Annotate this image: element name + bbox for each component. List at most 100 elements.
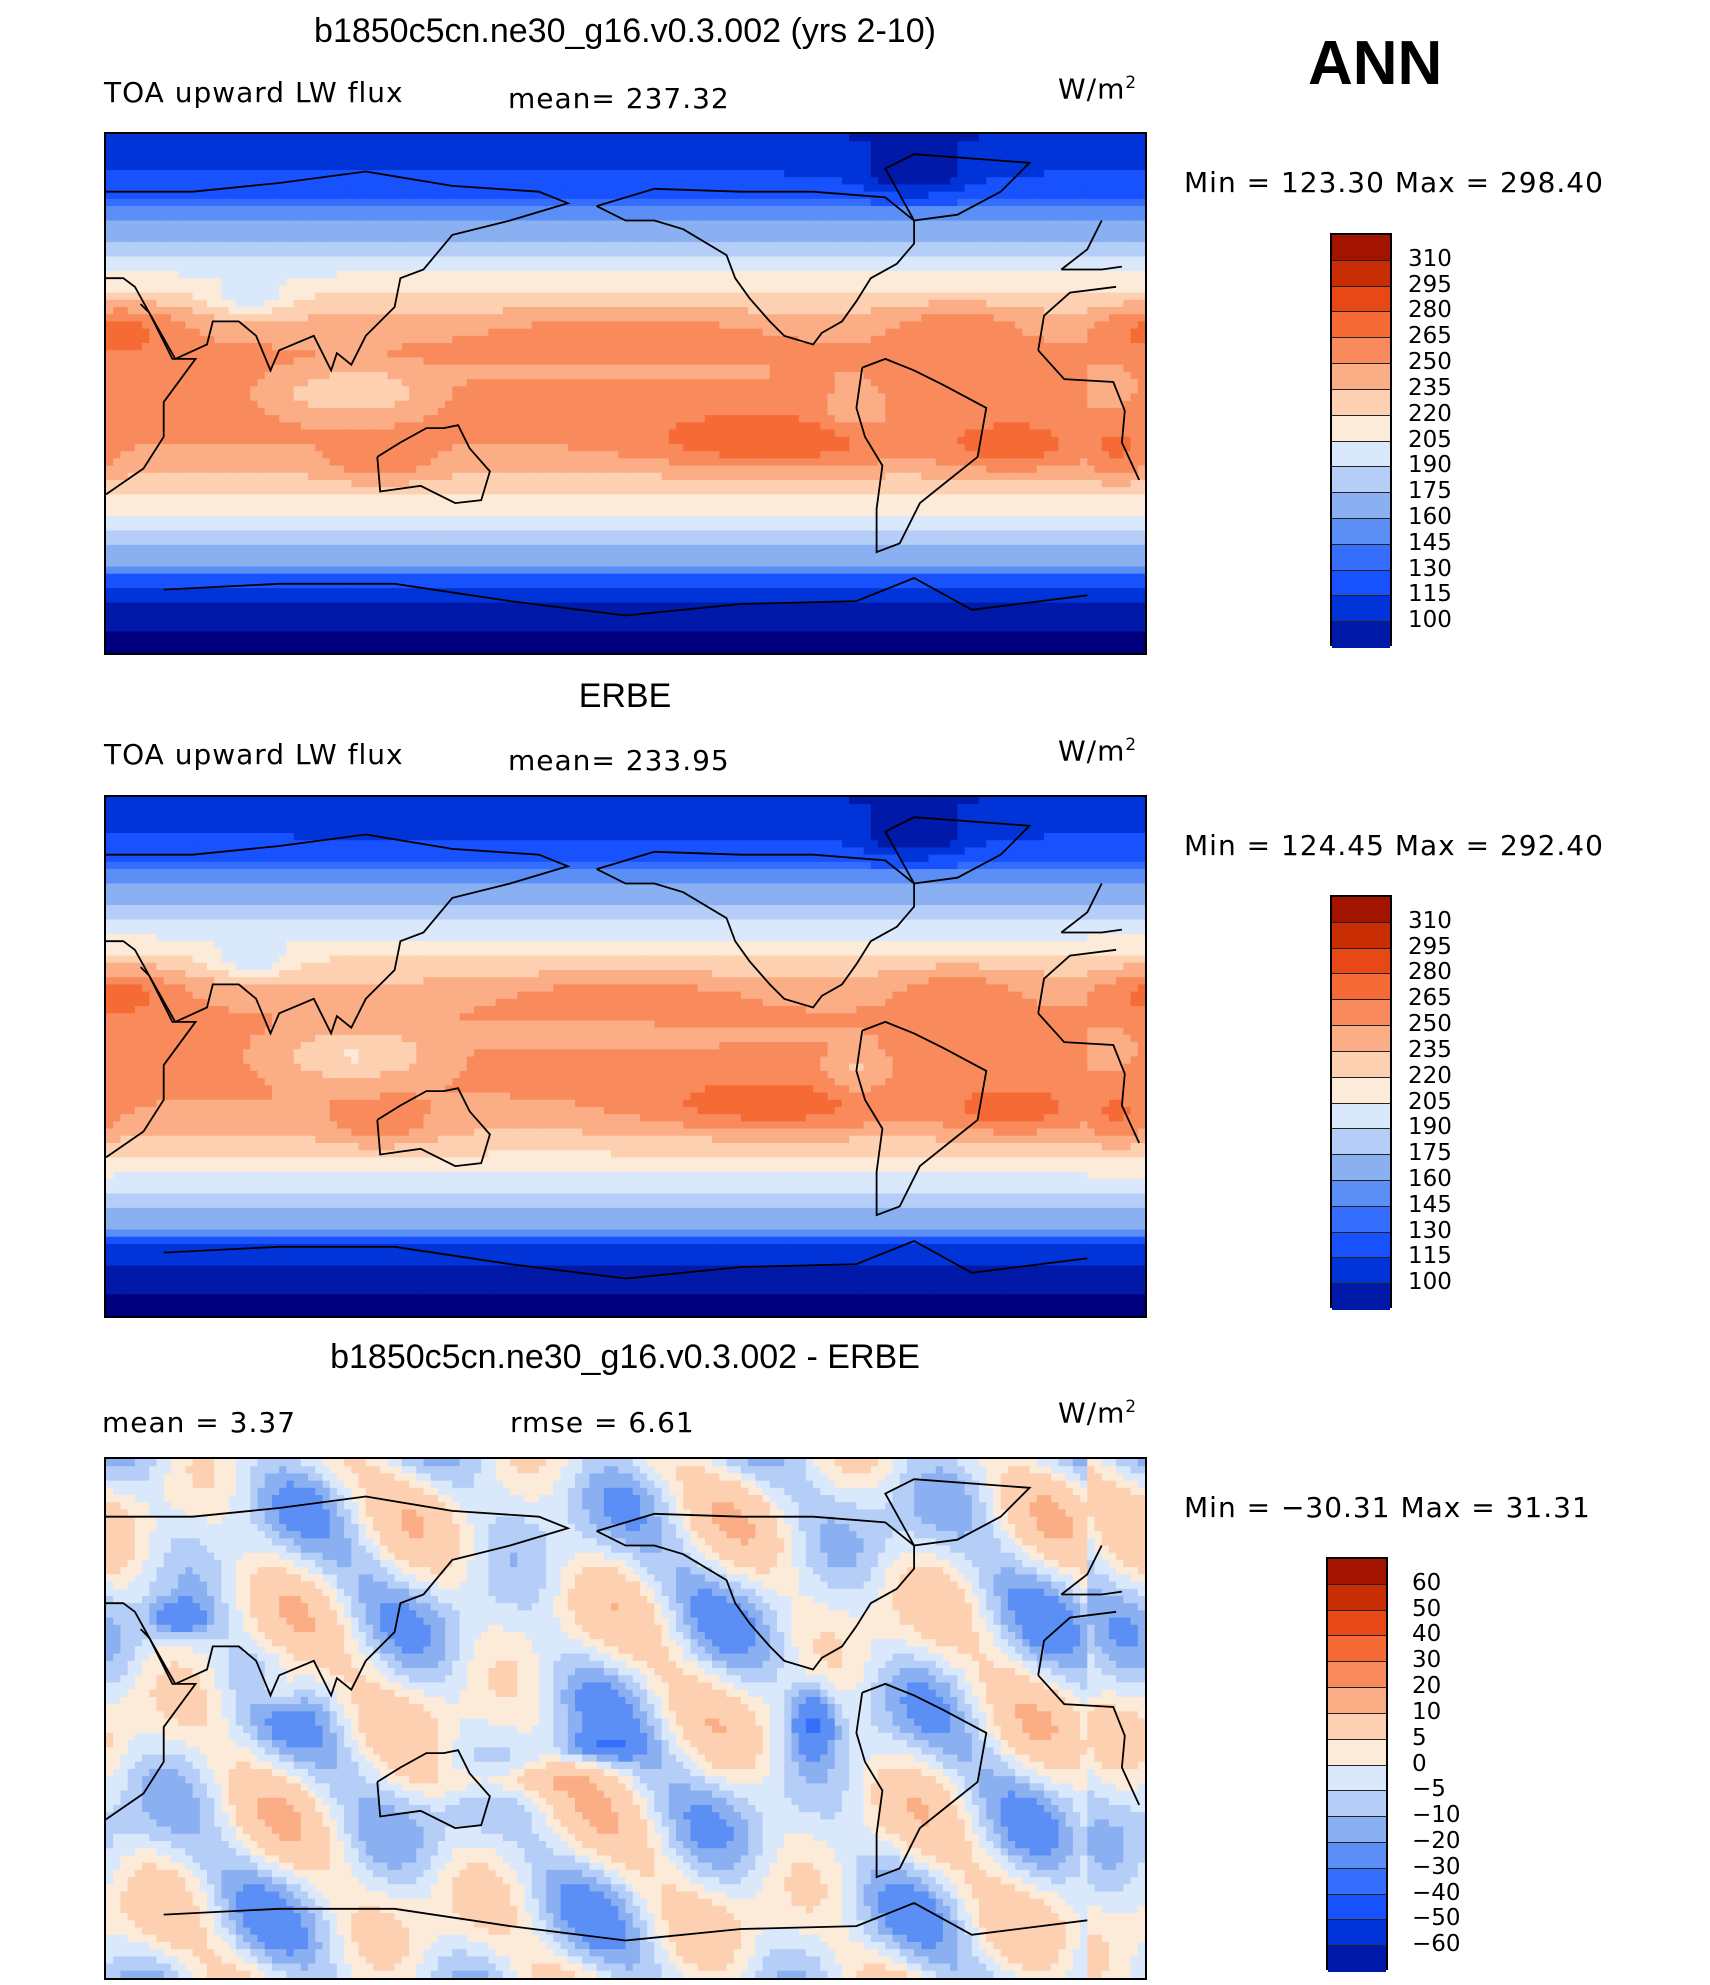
coastline [1060,220,1103,271]
colorbar-tick-label: −60 [1412,1931,1461,1957]
colorbar-tick-label: 5 [1412,1725,1427,1751]
colorbar-tick-label: 40 [1412,1621,1441,1647]
coastline [596,187,915,346]
map-model [104,132,1147,655]
coastline [1037,1674,1141,1806]
colorbar-swatch [1328,1791,1386,1818]
colorbar-tick-label: 130 [1408,556,1452,582]
colorbar-tick-label: 145 [1408,1192,1452,1218]
minmax-label: Min = −30.31 Max = 31.31 [1184,1491,1591,1524]
colorbar-tick-label: 20 [1412,1673,1441,1699]
units-label: W/m2 [1058,734,1137,767]
colorbar-swatch [1328,1688,1386,1714]
coastline [1037,948,1117,1014]
colorbar-tick-label: 235 [1408,1037,1452,1063]
colorbar-swatch [1332,1155,1390,1181]
colorbar-swatch [1332,897,1390,923]
colorbar-swatch [1332,518,1390,545]
coastline [376,1087,491,1168]
colorbar-swatch [1332,1051,1390,1078]
coastline [1061,1590,1123,1596]
colorbar-swatch [1332,1284,1390,1310]
colorbar-swatch [1332,1129,1390,1156]
colorbar-swatch [1332,467,1390,494]
field-label: TOA upward LW flux [104,76,404,109]
colorbar-tick-label: 115 [1408,581,1452,607]
colorbar-tick-label: 205 [1408,427,1452,453]
colorbar-swatch [1332,415,1390,442]
colorbar-tick-label: 115 [1408,1243,1452,1269]
colorbar-tick-label: 280 [1408,959,1452,985]
colorbar-swatch [1332,364,1390,390]
coastline [106,170,571,373]
colorbar [1330,233,1392,648]
units-label: W/m2 [1058,1396,1137,1429]
colorbar-swatch [1328,1584,1386,1611]
colorbar-tick-label: 30 [1412,1647,1441,1673]
colorbar-tick-label: 160 [1408,1166,1452,1192]
colorbar-tick-label: 60 [1412,1570,1441,1596]
colorbar-tick-label: −5 [1412,1776,1446,1802]
coastline [376,424,491,505]
rmse-label: rmse = 6.61 [510,1406,695,1439]
coastline [1060,1545,1103,1596]
colorbar-tick-label: 130 [1408,1218,1452,1244]
mean-label: mean= 233.95 [508,744,730,777]
coastline [106,833,571,1036]
colorbar-tick-label: 175 [1408,1140,1452,1166]
coastlines [106,816,1141,1280]
colorbar-swatch [1332,1000,1390,1027]
colorbar-tick-label: 50 [1412,1596,1441,1622]
colorbar-swatch [1332,1103,1390,1130]
colorbar [1326,1557,1388,1972]
colorbar-tick-label: 220 [1408,1063,1452,1089]
map-diff [104,1457,1147,1980]
colorbar-swatch [1328,1946,1386,1972]
colorbar-tick-label: 265 [1408,985,1452,1011]
minmax-label: Min = 124.45 Max = 292.40 [1184,829,1604,862]
coastline [376,1749,491,1830]
colorbar-swatch [1328,1868,1386,1895]
colorbar-swatch [1332,338,1390,365]
colorbar-tick-label: −50 [1412,1905,1461,1931]
colorbar-swatch [1328,1559,1386,1585]
field-grid [106,797,1145,1316]
colorbar-tick-label: 205 [1408,1089,1452,1115]
panel-title: b1850c5cn.ne30_g16.v0.3.002 - ERBE [0,1338,1250,1377]
coastline [884,816,1032,885]
colorbar-tick-label: −10 [1412,1802,1461,1828]
colorbar-tick-label: 0 [1412,1751,1427,1777]
coastline [855,1682,988,1879]
colorbar-swatch [1332,544,1390,571]
coastline [884,1478,1032,1547]
colorbar-tick-label: 250 [1408,1011,1452,1037]
colorbar-swatch [1328,1662,1386,1689]
colorbar-swatch [1332,1026,1390,1052]
colorbar-tick-label: 175 [1408,478,1452,504]
colorbar-swatch [1332,286,1390,313]
coastline [1061,265,1123,271]
colorbar-swatch [1332,235,1390,261]
colorbar-tick-label: 310 [1408,908,1452,934]
colorbar-tick-label: 100 [1408,1269,1452,1295]
colorbar-tick-label: 220 [1408,401,1452,427]
colorbar-tick-label: 100 [1408,607,1452,633]
colorbar-swatch [1332,596,1390,623]
colorbar-swatch [1332,260,1390,287]
colorbar-swatch [1332,622,1390,648]
colorbar-swatch [1328,1610,1386,1637]
colorbar-swatch [1332,441,1390,468]
panel-title: b1850c5cn.ne30_g16.v0.3.002 (yrs 2-10) [0,12,1250,51]
colorbar-swatch [1332,948,1390,975]
colorbar-swatch [1332,1232,1390,1259]
coastline [884,153,1032,222]
colorbar-tick-label: −30 [1412,1854,1461,1880]
colorbar-tick-label: 235 [1408,375,1452,401]
colorbar-tick-label: 190 [1408,452,1452,478]
colorbar-tick-label: 190 [1408,1114,1452,1140]
colorbar-swatch [1328,1636,1386,1663]
map-canvas [106,797,1145,1316]
colorbar-tick-label: 145 [1408,530,1452,556]
coastline [855,1020,988,1217]
colorbar-tick-label: −20 [1412,1828,1461,1854]
